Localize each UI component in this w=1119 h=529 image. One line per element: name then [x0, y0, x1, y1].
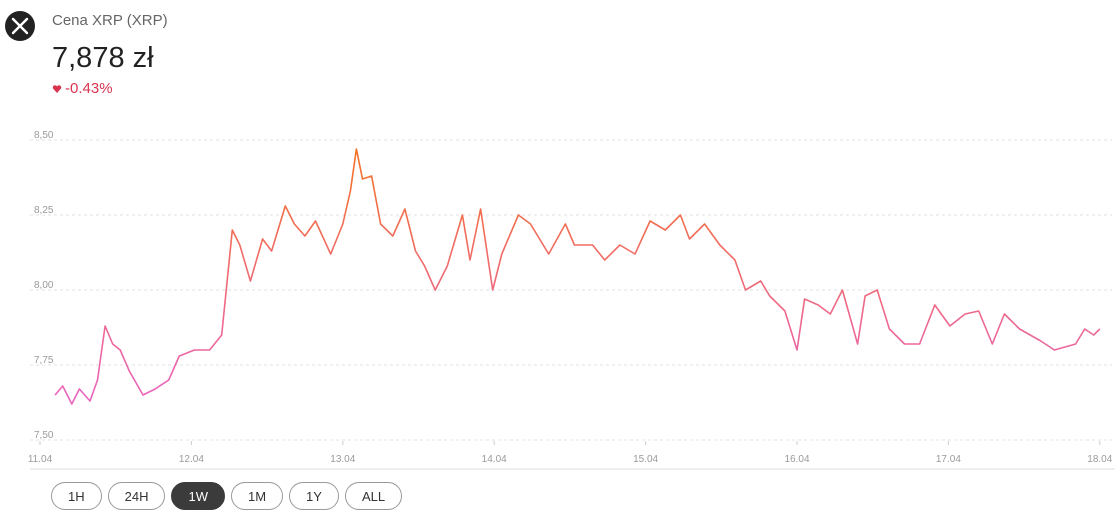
- asset-title: Cena XRP (XRP): [52, 12, 168, 29]
- down-icon: [52, 85, 62, 93]
- x-tick-label: 12.04: [179, 454, 204, 465]
- y-tick-label: 7,75: [34, 355, 54, 366]
- y-tick-label: 8,50: [34, 130, 54, 141]
- range-button[interactable]: 1M: [230, 482, 284, 510]
- chart: 7,50 7,75 8,00 8,25 8,50 11.04 12.04 13.04 14.04…: [28, 130, 1115, 470]
- y-tick-label: 8,00: [34, 280, 54, 291]
- x-tick-label: 18.04: [1087, 454, 1112, 465]
- x-tick-label: 13.04: [330, 454, 355, 465]
- range-button[interactable]: ALL: [344, 482, 403, 510]
- x-tick-label: 14.04: [482, 454, 507, 465]
- x-tick-label: 15.04: [633, 454, 658, 465]
- y-tick-label: 8,25: [34, 205, 54, 216]
- xrp-icon: [5, 11, 35, 41]
- range-button[interactable]: 1Y: [289, 482, 339, 510]
- price: 7,878 zł: [52, 42, 154, 74]
- price-change: -0.43%: [65, 80, 113, 97]
- x-tick-label: 17.04: [936, 454, 961, 465]
- y-tick-label: 7,50: [34, 430, 54, 441]
- range-button[interactable]: 1H: [51, 482, 102, 510]
- range-button[interactable]: 1W: [171, 482, 225, 510]
- price-line: [54, 148, 1101, 405]
- x-tick-label: 11.04: [28, 454, 53, 465]
- range-button[interactable]: 24H: [107, 482, 166, 510]
- range-buttons: 1H 24H 1W 1M 1Y ALL: [51, 482, 403, 510]
- x-tick-label: 16.04: [784, 454, 809, 465]
